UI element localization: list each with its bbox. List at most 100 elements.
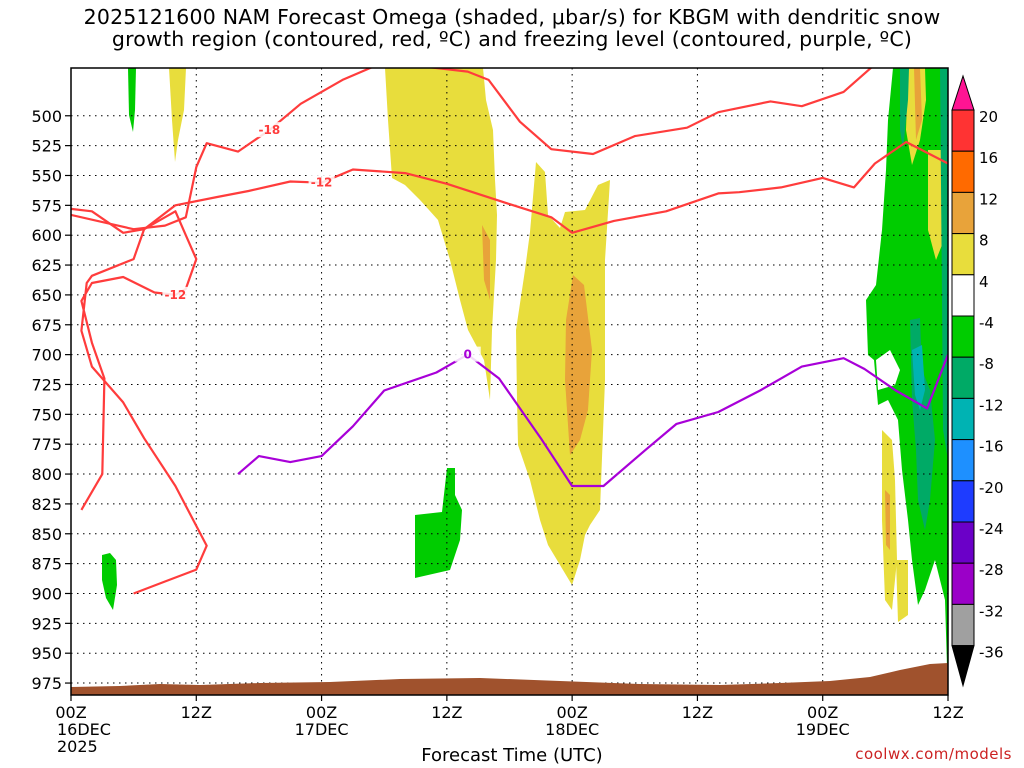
colorbar-swatch [951, 521, 975, 564]
y-tick-label: 975 [31, 674, 62, 693]
grid [71, 68, 948, 695]
colorbar-bottom-arrow [951, 645, 975, 688]
colorbar-label: -20 [979, 479, 1004, 497]
omega-region [482, 225, 490, 300]
omega-region [128, 68, 136, 132]
colorbar-label: -8 [979, 355, 994, 373]
y-tick-label: 825 [31, 495, 62, 514]
colorbar-label: 16 [979, 149, 998, 167]
omega-region [516, 162, 610, 585]
plot-frame [70, 67, 949, 696]
x-tick-label: 16DEC [57, 720, 111, 739]
y-tick-label: 850 [31, 525, 62, 544]
chart-title: 2025121600 NAM Forecast Omega (shaded, μ… [0, 6, 1024, 50]
x-tick-label: 19DEC [796, 720, 850, 739]
omega-region [900, 68, 909, 150]
omega-region [912, 345, 925, 410]
x-tick-label: 00Z [306, 703, 337, 722]
contour-line [80, 210, 208, 595]
omega-region [914, 68, 922, 140]
y-tick-label: 800 [31, 465, 62, 484]
colorbar-swatch [951, 480, 975, 523]
terrain [71, 663, 948, 695]
colorbar-swatch [951, 397, 975, 441]
colorbar-label: -24 [979, 520, 1004, 538]
colorbar-swatch [951, 439, 975, 482]
omega-region [885, 490, 890, 550]
omega-region [866, 68, 948, 695]
contour-label: -12 [311, 176, 333, 190]
colorbar-swatch [951, 356, 975, 399]
y-tick-label: 925 [31, 614, 62, 633]
y-tick-label: 650 [31, 286, 62, 305]
x-tick-label: 00Z [55, 703, 86, 722]
colorbar-label: -36 [979, 644, 1004, 662]
y-tick-label: 775 [31, 435, 62, 454]
y-tick-label: 750 [31, 405, 62, 424]
contour-line [237, 353, 948, 488]
contour-label: 0 [464, 348, 472, 362]
credit-text: coolwx.com/models [855, 745, 1012, 763]
contour-line [71, 68, 873, 231]
omega-region [102, 553, 117, 610]
contour-label-bg [256, 122, 283, 138]
y-tick-label: 550 [31, 166, 62, 185]
y-tick-label: 625 [31, 256, 62, 275]
colorbar-label: -12 [979, 396, 1004, 414]
colorbar-swatch [951, 562, 975, 605]
omega-region [169, 68, 186, 162]
y-tick-label: 950 [31, 644, 62, 663]
y-tick-label: 525 [31, 137, 62, 156]
contour-label: -18 [259, 123, 281, 137]
colorbar-label: 8 [979, 232, 989, 250]
colorbar-label: -28 [979, 561, 1004, 579]
y-tick-label: 725 [31, 375, 62, 394]
colorbar-label: -16 [979, 438, 1004, 456]
x-axis-label: Forecast Time (UTC) [421, 745, 603, 766]
chart-title-line-1: 2025121600 NAM Forecast Omega (shaded, μ… [83, 5, 941, 29]
contour-label-bg [454, 346, 481, 362]
x-tick-label: 12Z [682, 703, 713, 722]
y-tick-label: 700 [31, 346, 62, 365]
contour-line [71, 140, 948, 234]
y-tick-label: 875 [31, 555, 62, 574]
y-tick-label: 575 [31, 196, 62, 215]
colorbar-swatch [951, 603, 975, 647]
x-tick-label: 12Z [181, 703, 212, 722]
colorbar-swatch [951, 150, 975, 193]
colorbar-swatch [951, 191, 975, 235]
contours: -18 -12 -12 0 [71, 68, 948, 595]
colorbar-swatch [951, 109, 975, 152]
y-tick-label: 500 [31, 107, 62, 126]
contour-label-bg [162, 286, 189, 302]
colorbar-label: 4 [979, 273, 989, 291]
colorbar-label: -4 [979, 314, 994, 332]
omega-region [415, 468, 462, 578]
colorbar-swatch [951, 233, 975, 276]
colorbar-label: -32 [979, 602, 1004, 620]
x-tick-label: 12Z [932, 703, 963, 722]
y-tick-label: 900 [31, 584, 62, 603]
colorbar-top-arrow [951, 74, 975, 111]
omega-region [385, 68, 497, 400]
y-axis: 500 525 550 575 600 625 650 675 700 725 750 775 800 8… [31, 107, 71, 693]
contour-label: -12 [165, 288, 187, 302]
x-tick-label: 18DEC [545, 720, 599, 739]
x-tick-label: 12Z [431, 703, 462, 722]
omega-region [896, 560, 908, 622]
colorbar: 20 16 12 8 4 -4 -8 -12 -16 -20 -24 -28 -32 -36 [951, 74, 1004, 688]
y-tick-label: 600 [31, 226, 62, 245]
x-tick-label: 2025 [57, 737, 98, 756]
contour-label-bg [308, 174, 335, 190]
colorbar-label: 12 [979, 190, 998, 208]
colorbar-swatch [951, 274, 975, 317]
colorbar-label: 20 [979, 108, 998, 126]
x-tick-label: 00Z [807, 703, 838, 722]
x-tick-label: 00Z [556, 703, 587, 722]
colorbar-swatch [951, 315, 975, 358]
y-tick-label: 675 [31, 316, 62, 335]
chart-title-line-2: growth region (contoured, red, ºC) and f… [111, 27, 913, 51]
x-tick-label: 17DEC [295, 720, 349, 739]
